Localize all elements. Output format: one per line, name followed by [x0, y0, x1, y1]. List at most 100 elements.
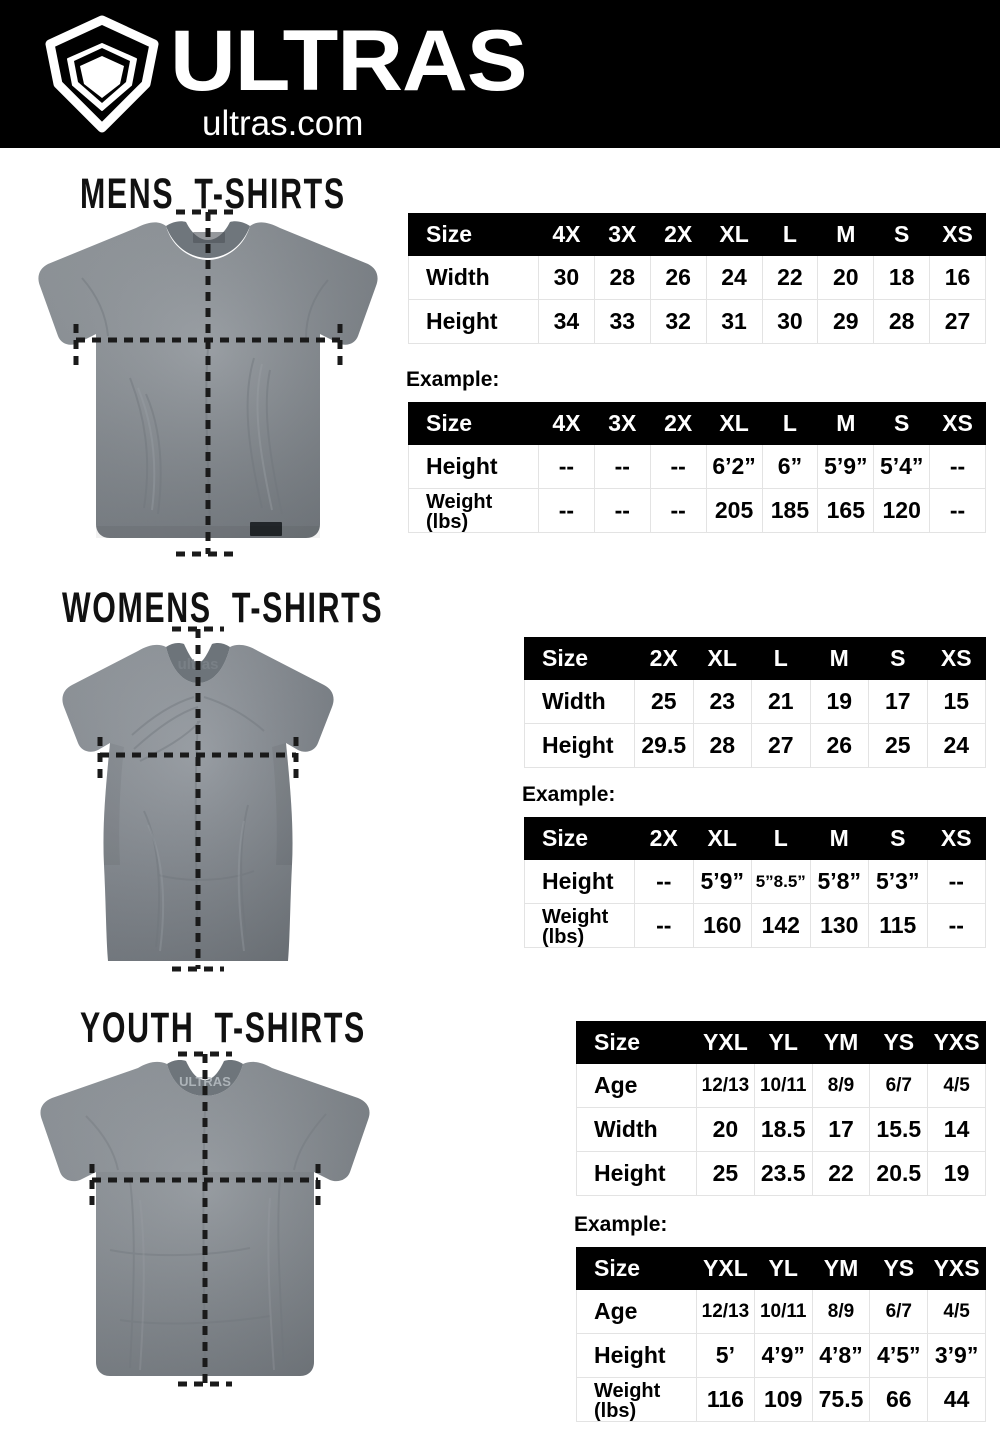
brand-header: ULTRAS ultras.com — [0, 0, 1000, 148]
cell: 30 — [761, 299, 819, 344]
weight-label-line2: (lbs) — [542, 925, 585, 948]
cell: 23 — [692, 679, 752, 724]
col-header-4x: 4X — [538, 402, 595, 445]
cell: 21 — [751, 679, 811, 724]
cell: -- — [649, 488, 707, 533]
table-row-weight: Weight (lbs) -- 160 142 130 115 -- — [524, 903, 986, 948]
row-label-age: Age — [576, 1063, 697, 1108]
cell: 205 — [705, 488, 763, 533]
cell: 66 — [869, 1377, 929, 1422]
col-header-yxl: YXL — [696, 1021, 755, 1064]
table-header-row: Size 4X 3X 2X XL L M S XS — [408, 213, 986, 256]
col-header-2x: 2X — [634, 817, 694, 860]
pentagon-shield-icon — [42, 14, 162, 134]
youth-example-label: Example: — [574, 1213, 668, 1236]
womens-measurement-lines — [97, 626, 299, 972]
cell: 10/11 — [753, 1063, 813, 1108]
cell: 165 — [817, 488, 875, 533]
cell: 20 — [817, 255, 875, 300]
cell: 185 — [761, 488, 819, 533]
cell: 6’2” — [705, 444, 763, 489]
col-header-yl: YL — [753, 1021, 813, 1064]
cell: 44 — [927, 1377, 986, 1422]
brand-logo[interactable]: ULTRAS ultras.com — [42, 14, 562, 143]
cell: -- — [593, 488, 651, 533]
row-label-weight: Weight (lbs) — [576, 1377, 697, 1422]
cell: 33 — [593, 299, 651, 344]
col-header-yxs: YXS — [927, 1247, 986, 1290]
cell: 116 — [696, 1377, 755, 1422]
cell: 29.5 — [634, 723, 694, 768]
cell: 27 — [929, 299, 986, 344]
col-header-size: Size — [408, 213, 539, 256]
cell: 6/7 — [869, 1063, 929, 1108]
cell: 6/7 — [869, 1289, 929, 1334]
cell: 5’9” — [692, 859, 752, 904]
col-header-ys: YS — [869, 1247, 929, 1290]
cell: 28 — [692, 723, 752, 768]
table-header-row: Size 4X 3X 2X XL L M S XS — [408, 402, 986, 445]
col-header-size: Size — [576, 1021, 697, 1064]
col-header-m: M — [817, 213, 875, 256]
cell: 24 — [705, 255, 763, 300]
womens-example-table: Size 2X XL L M S XS Height -- 5’9” 5”8.5… — [524, 817, 986, 948]
cell: 8/9 — [811, 1289, 871, 1334]
col-header-xs: XS — [926, 637, 986, 680]
cell: 22 — [811, 1151, 871, 1196]
col-header-s: S — [873, 213, 931, 256]
col-header-size: Size — [524, 637, 635, 680]
cell: 130 — [809, 903, 869, 948]
cell: 15 — [926, 679, 986, 724]
col-header-xs: XS — [929, 402, 986, 445]
col-header-s: S — [868, 817, 928, 860]
cell: 109 — [753, 1377, 813, 1422]
cell: 5”8.5” — [751, 859, 811, 904]
cell: 27 — [751, 723, 811, 768]
cell: 23.5 — [753, 1151, 813, 1196]
cell: 31 — [705, 299, 763, 344]
row-label-width: Width — [408, 255, 539, 300]
cell: 8/9 — [811, 1063, 871, 1108]
col-header-xl: XL — [692, 817, 752, 860]
cell: -- — [538, 444, 595, 489]
row-label-height: Height — [524, 723, 635, 768]
table-row-weight: Weight (lbs) 116 109 75.5 66 44 — [576, 1377, 986, 1422]
youth-example-table: Size YXL YL YM YS YXS Age 12/13 10/11 8/… — [576, 1247, 986, 1422]
cell: 4/5 — [927, 1289, 986, 1334]
table-row-height: Height 5’ 4’9” 4’8” 4’5” 3’9” — [576, 1333, 986, 1378]
cell: 26 — [809, 723, 869, 768]
col-header-ym: YM — [811, 1021, 871, 1064]
cell: 34 — [538, 299, 595, 344]
cell: 20 — [696, 1107, 755, 1152]
col-header-xs: XS — [926, 817, 986, 860]
cell: -- — [929, 444, 986, 489]
table-row-width: Width 20 18.5 17 15.5 14 — [576, 1107, 986, 1152]
table-header-row: Size 2X XL L M S XS — [524, 637, 986, 680]
cell: 19 — [927, 1151, 986, 1196]
col-header-l: L — [761, 213, 819, 256]
col-header-size: Size — [576, 1247, 697, 1290]
col-header-3x: 3X — [593, 402, 651, 445]
table-header-row: Size YXL YL YM YS YXS — [576, 1021, 986, 1064]
table-row-height: Height -- 5’9” 5”8.5” 5’8” 5’3” -- — [524, 859, 986, 904]
col-header-m: M — [809, 637, 869, 680]
womens-example-label: Example: — [522, 783, 616, 806]
col-header-2x: 2X — [649, 402, 707, 445]
col-header-ym: YM — [811, 1247, 871, 1290]
brand-website[interactable]: ultras.com — [202, 104, 364, 143]
section-title-mens: MENS T-SHIRTS — [80, 169, 346, 218]
col-header-l: L — [761, 402, 819, 445]
col-header-xl: XL — [705, 213, 763, 256]
col-header-xs: XS — [929, 213, 986, 256]
cell: 142 — [751, 903, 811, 948]
row-label-weight: Weight (lbs) — [408, 488, 539, 533]
cell: -- — [634, 859, 694, 904]
cell: 12/13 — [696, 1289, 755, 1334]
row-label-height: Height — [524, 859, 635, 904]
cell: 25 — [696, 1151, 755, 1196]
weight-label-line1: Weight — [542, 905, 609, 928]
cell: -- — [593, 444, 651, 489]
cell: 5’4” — [873, 444, 931, 489]
cell: 17 — [811, 1107, 871, 1152]
cell: 16 — [929, 255, 986, 300]
